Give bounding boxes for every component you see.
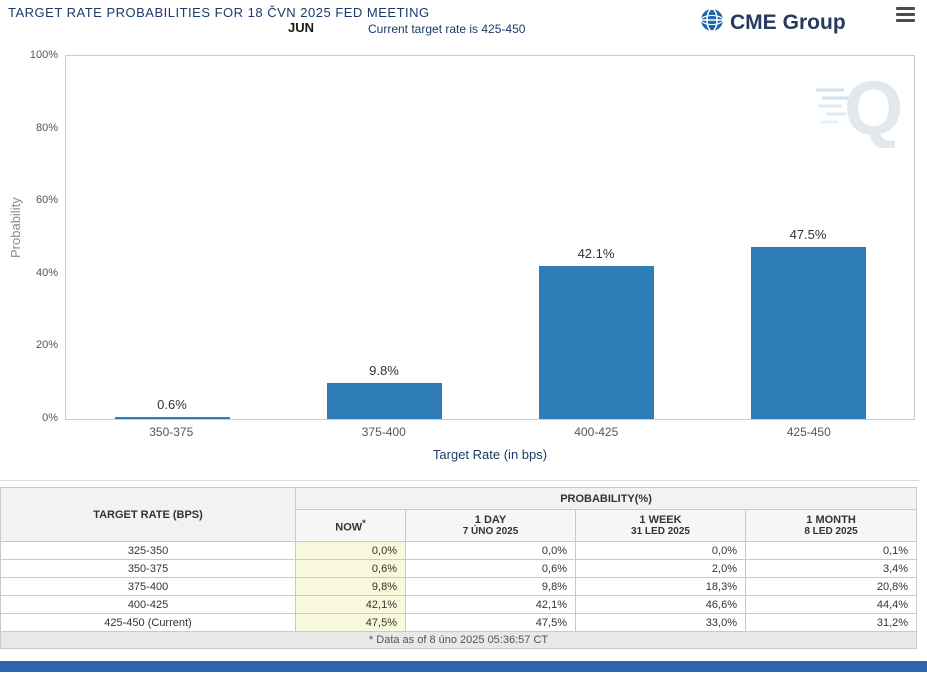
plot-area: 0.6% 9.8% 42.1% 47.5% Q (65, 55, 915, 420)
probability-cell: 0,0% (575, 541, 746, 560)
rate-cell: 400-425 (0, 595, 296, 614)
table-subheader: 1 DAY 7 ÚNO 2025 (405, 509, 576, 542)
table-row: 425-450 (Current) 47,5% 47,5% 33,0% 31,2% (0, 613, 918, 632)
y-axis-label: Probability (8, 197, 23, 258)
table-header-target-rate: TARGET RATE (BPS) (0, 487, 296, 542)
x-tick-label: 425-450 (786, 425, 831, 439)
probability-cell: 42,1% (405, 595, 576, 614)
x-tick-label: 375-400 (361, 425, 406, 439)
table-row: 400-425 42,1% 42,1% 46,6% 44,4% (0, 595, 918, 614)
probability-cell: 0,6% (405, 559, 576, 578)
probability-cell: 2,0% (575, 559, 746, 578)
section-divider (0, 480, 920, 481)
page-title: TARGET RATE PROBABILITIES FOR 18 ČVN 202… (8, 5, 430, 20)
table-subheader: NOW* (295, 509, 406, 542)
bar-value-label: 0.6% (157, 396, 187, 412)
probability-cell: 47,5% (405, 613, 576, 632)
y-tick-label: 60% (35, 194, 58, 207)
rate-cell: 350-375 (0, 559, 296, 578)
rate-cell: 375-400 (0, 577, 296, 596)
x-tick-label: 350-375 (149, 425, 194, 439)
table-row: 375-400 9,8% 9,8% 18,3% 20,8% (0, 577, 918, 596)
quikstrike-watermark-icon: Q (814, 62, 910, 153)
hamburger-menu-icon[interactable] (896, 7, 915, 25)
table-header-probability: PROBABILITY(%) (294, 487, 918, 510)
table-row: 325-350 0,0% 0,0% 0,0% 0,1% (0, 541, 918, 560)
cme-group-logo[interactable]: CME Group (700, 8, 846, 37)
chart-bar-350-375 (114, 416, 230, 419)
svg-text:Q: Q (844, 66, 903, 148)
chart-bar-400-425 (538, 266, 654, 419)
globe-icon (700, 8, 724, 37)
brand-group-text: Group (782, 10, 846, 34)
bar-value-label: 42.1% (577, 246, 615, 262)
bar-slot: 9.8% (278, 56, 490, 419)
probability-cell: 31,2% (744, 613, 918, 632)
probability-cell: 46,6% (575, 595, 746, 614)
probability-cell: 9,8% (405, 577, 576, 596)
chart-bar-425-450 (750, 246, 866, 419)
bar-value-label: 47.5% (789, 226, 827, 242)
probability-cell: 9,8% (295, 577, 406, 596)
x-axis-ticks: 350-375 375-400 400-425 425-450 (65, 425, 915, 439)
probability-cell: 42,1% (295, 595, 406, 614)
x-axis-label: Target Rate (in bps) (432, 447, 548, 462)
bar-slot: 0.6% (66, 56, 278, 419)
chart-bar-375-400 (326, 383, 442, 419)
bar-value-label: 9.8% (369, 363, 399, 379)
brand-cme-text: CME (730, 10, 777, 34)
probability-cell: 0,0% (295, 541, 406, 560)
meeting-month-tab[interactable]: JUN (288, 20, 315, 35)
probability-cell: 3,4% (744, 559, 918, 578)
bottom-bar (0, 661, 927, 672)
y-tick-label: 100% (29, 49, 58, 61)
probability-cell: 0,1% (744, 541, 918, 560)
table-row: 350-375 0,6% 0,6% 2,0% 3,4% (0, 559, 918, 578)
probability-table: TARGET RATE (BPS) PROBABILITY(%) NOW* 1 D… (0, 487, 918, 649)
probability-cell: 44,4% (744, 595, 918, 614)
probability-cell: 0,6% (295, 559, 406, 578)
bar-slot: 42.1% (490, 56, 702, 419)
rate-cell: 325-350 (0, 541, 296, 560)
table-subheader: 1 MONTH 8 LED 2025 (744, 509, 918, 542)
y-tick-label: 0% (42, 412, 58, 424)
probability-cell: 20,8% (744, 577, 918, 596)
y-tick-label: 40% (35, 266, 58, 279)
rate-cell: 425-450 (Current) (0, 613, 296, 632)
probability-cell: 33,0% (575, 613, 746, 632)
bar-series: 0.6% 9.8% 42.1% 47.5% (66, 56, 914, 419)
x-tick-label: 400-425 (574, 425, 619, 439)
probability-cell: 47,5% (295, 613, 406, 632)
probability-cell: 0,0% (405, 541, 576, 560)
bar-slot: 47.5% (702, 56, 914, 419)
y-tick-label: 80% (35, 121, 58, 134)
y-tick-label: 20% (35, 339, 58, 352)
current-target-rate-subtitle: Current target rate is 425-450 (368, 22, 526, 36)
probability-cell: 18,3% (575, 577, 746, 596)
data-as-of-footnote: * Data as of 8 úno 2025 05:36:57 CT (0, 631, 918, 649)
table-subheader: 1 WEEK 31 LED 2025 (575, 509, 746, 542)
